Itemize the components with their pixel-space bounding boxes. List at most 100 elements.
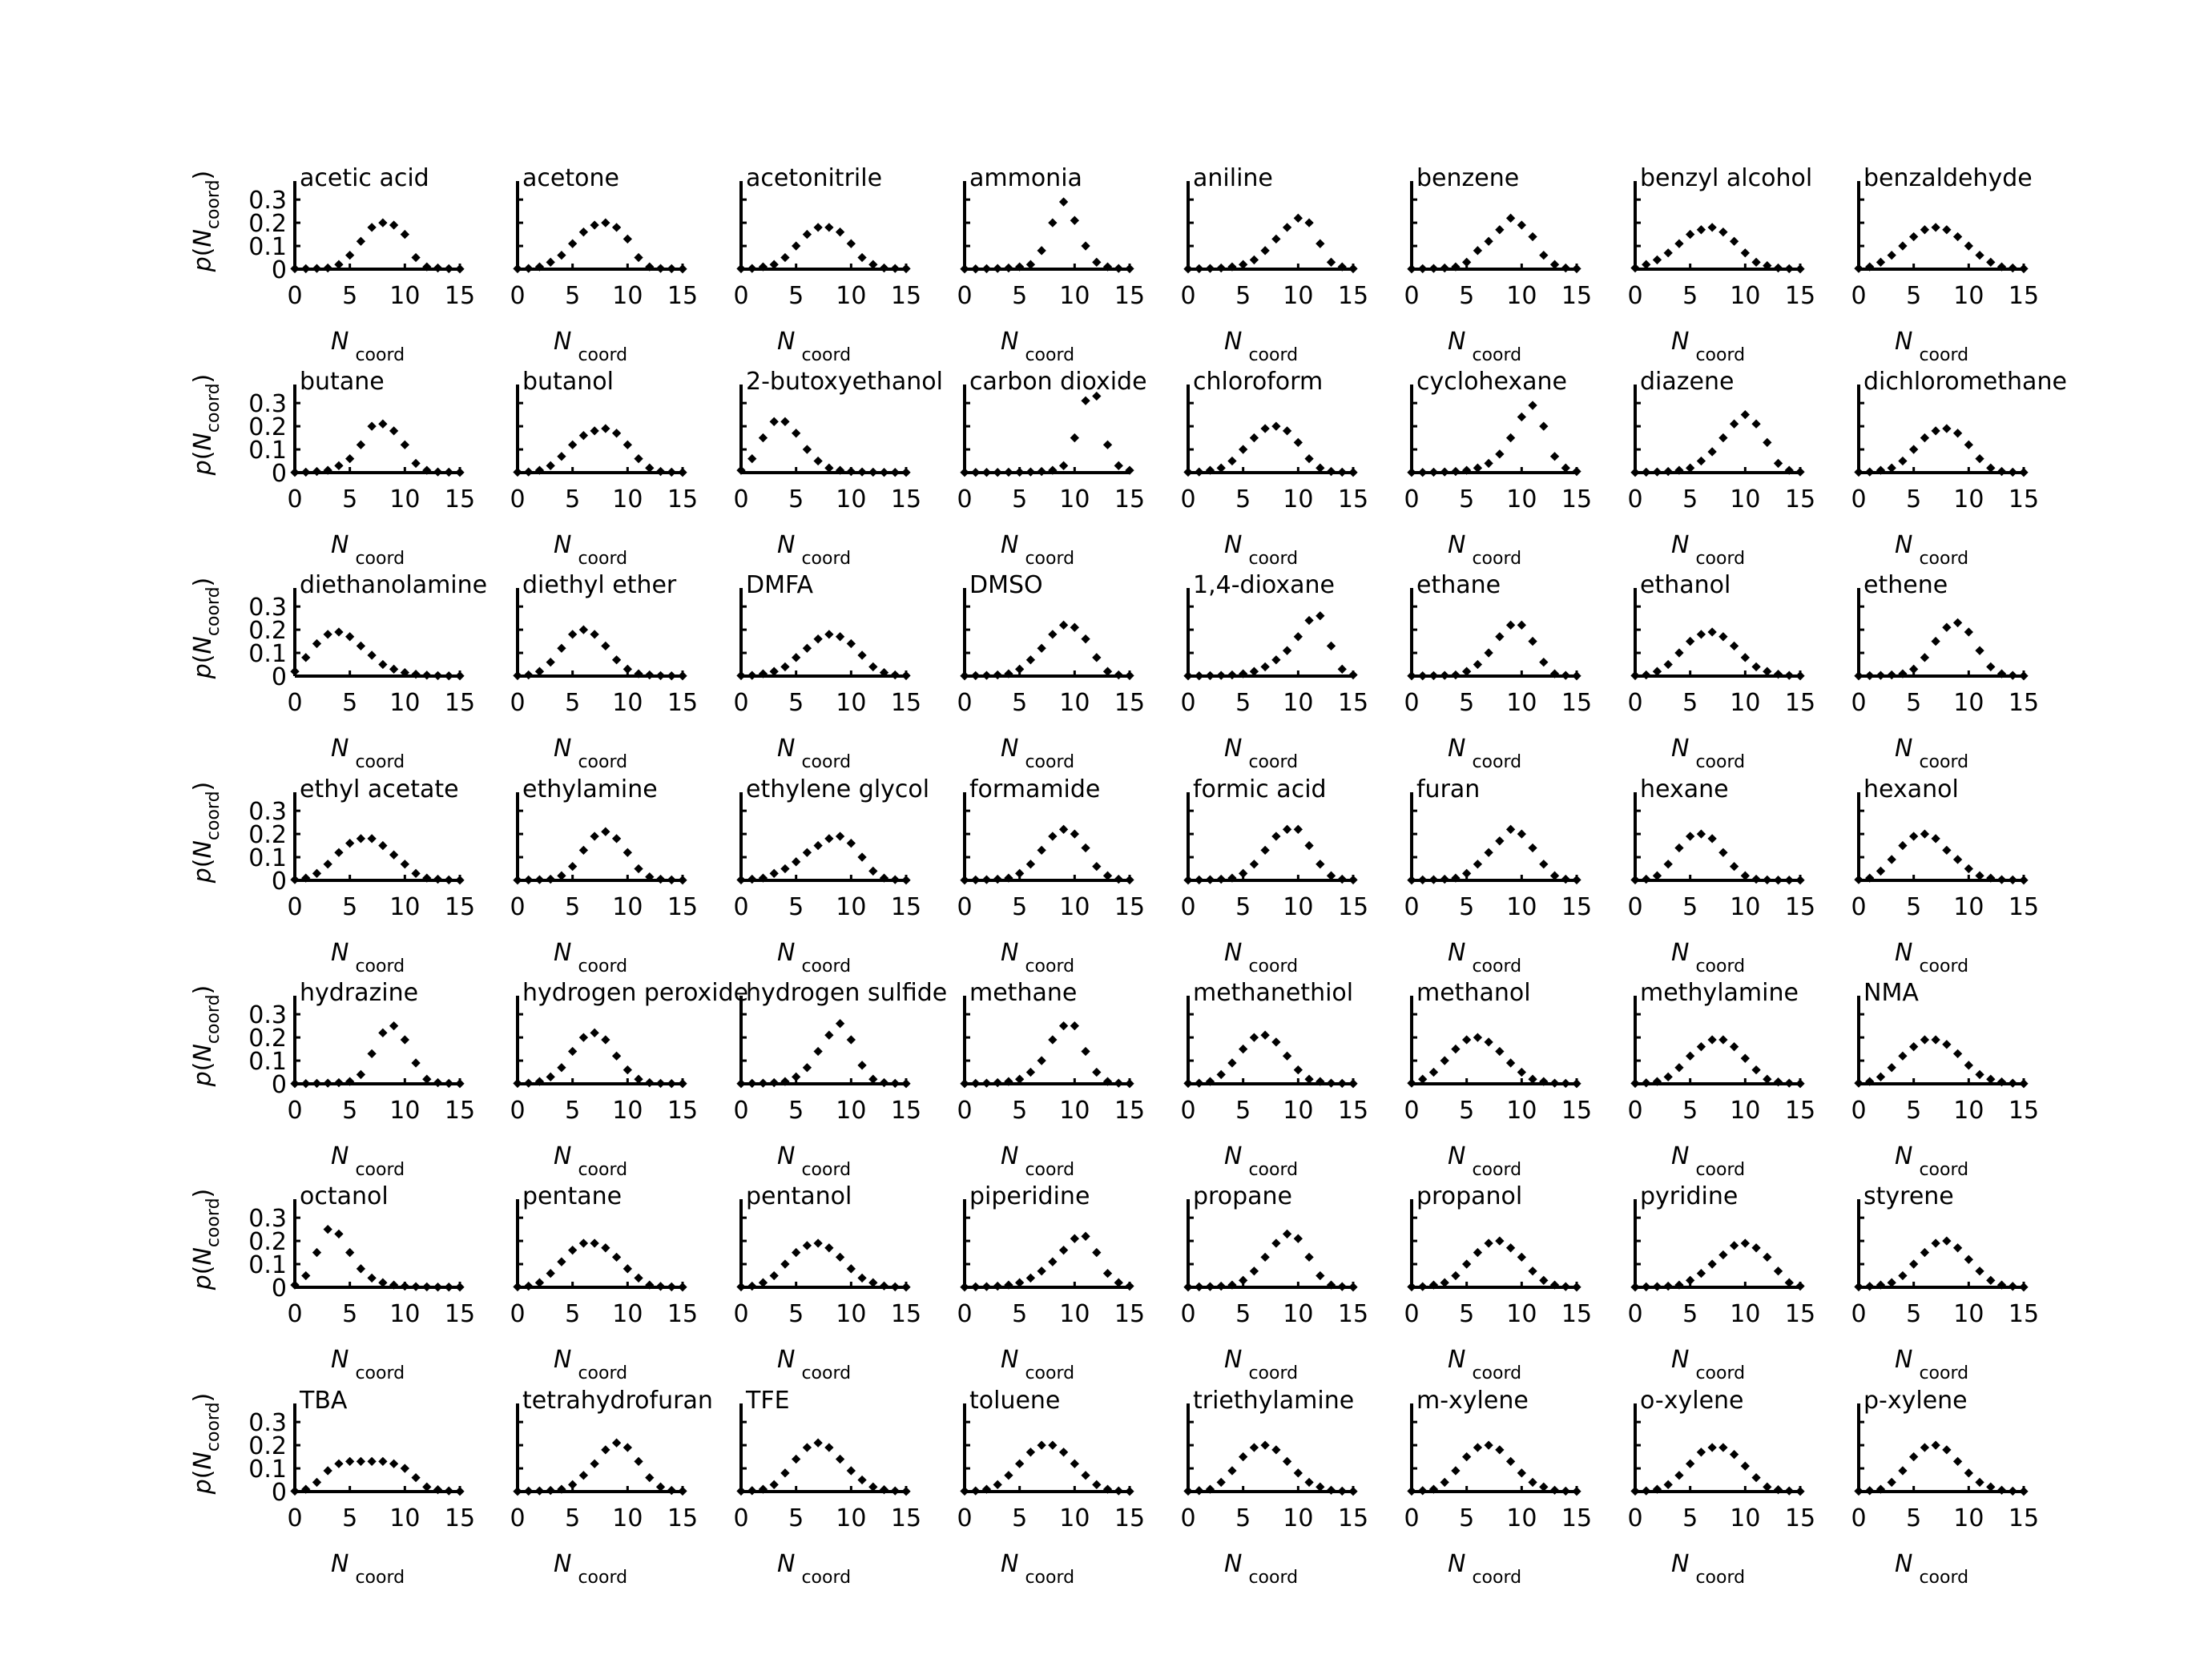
x-tick-label: 15 — [1338, 1097, 1368, 1125]
data-point — [1795, 876, 1805, 885]
data-point — [960, 468, 969, 477]
y-tick-label: 0 — [272, 460, 287, 488]
data-point — [1428, 264, 1439, 273]
data-point — [2019, 671, 2029, 681]
data-point — [1125, 264, 1134, 274]
data-point — [601, 1035, 610, 1045]
data-point — [1663, 466, 1673, 477]
data-point — [971, 1078, 981, 1089]
data-point — [1686, 1051, 1695, 1061]
data-point — [981, 264, 992, 274]
data-point — [601, 827, 610, 836]
data-point — [769, 868, 779, 878]
data-point — [1102, 262, 1113, 272]
data-point — [802, 229, 812, 240]
data-point — [411, 1058, 421, 1068]
y-axis-label: p(Ncoord) — [189, 1189, 224, 1291]
data-point — [1114, 874, 1123, 884]
data-point — [1964, 1061, 1973, 1070]
panel-carbon-dioxide: 0 5 10 15 carbon dioxide N coord — [957, 368, 1146, 569]
data-point — [901, 1487, 911, 1496]
panel-formamide: 0 5 10 15 formamide N coord — [957, 775, 1145, 976]
data-point — [1249, 1033, 1259, 1042]
y-tick-label: 0.2 — [248, 821, 287, 849]
data-point — [411, 868, 421, 878]
data-point — [747, 1078, 757, 1089]
data-point — [1572, 1283, 1581, 1292]
data-point — [1876, 1280, 1886, 1290]
data-point — [634, 1456, 643, 1467]
data-point — [1125, 875, 1134, 885]
data-point — [1686, 229, 1695, 240]
data-point — [1260, 1440, 1270, 1450]
panel-title: styrene — [1863, 1182, 1954, 1210]
data-point — [747, 1281, 757, 1291]
data-point — [1517, 220, 1526, 230]
data-point — [1865, 1282, 1875, 1291]
data-point — [655, 670, 666, 681]
data-point — [1070, 829, 1079, 839]
data-point — [1784, 876, 1794, 885]
data-point — [1630, 875, 1640, 885]
data-point — [1004, 1280, 1013, 1290]
data-point — [1304, 1074, 1314, 1084]
data-point — [1451, 262, 1461, 272]
data-point — [813, 223, 823, 232]
x-tick-label: 15 — [445, 1300, 475, 1328]
data-point — [1407, 671, 1416, 681]
data-point — [1195, 671, 1204, 681]
x-tick-label: 15 — [1338, 485, 1368, 513]
data-point — [1517, 1468, 1526, 1478]
data-point — [1216, 1069, 1226, 1080]
data-point — [623, 1264, 632, 1274]
data-point — [1751, 1472, 1761, 1483]
data-point — [1784, 465, 1794, 475]
data-point — [1326, 466, 1336, 477]
data-point — [534, 262, 545, 272]
data-point — [1271, 421, 1281, 431]
x-tick-label: 15 — [1785, 282, 1815, 310]
data-point — [1909, 232, 1919, 242]
data-point — [1975, 1069, 1984, 1080]
data-point — [857, 1061, 867, 1070]
data-point — [455, 468, 465, 477]
data-point — [824, 223, 834, 232]
data-point — [1729, 236, 1739, 246]
data-point — [1125, 670, 1134, 681]
x-tick-label: 0 — [510, 893, 525, 921]
data-point — [971, 1282, 981, 1292]
data-point — [1348, 468, 1358, 477]
data-point — [623, 234, 632, 244]
data-point — [1920, 1247, 1930, 1258]
panel-ethene: 0 5 10 15 ethene N coord — [1851, 571, 2039, 772]
data-point — [879, 1485, 889, 1495]
x-tick-label: 10 — [1283, 485, 1313, 513]
data-point — [960, 876, 969, 885]
x-tick-label: 0 — [1180, 485, 1195, 513]
data-point — [846, 239, 856, 248]
data-point — [824, 834, 834, 844]
panel-methanol: 0 5 10 15 methanol N coord — [1404, 979, 1592, 1180]
data-point — [1473, 1033, 1483, 1042]
x-tick-label: 10 — [836, 282, 866, 310]
data-point — [1326, 641, 1336, 651]
x-tick-label: 5 — [1682, 893, 1698, 921]
x-tick-label: 15 — [1561, 1097, 1592, 1125]
data-point — [1964, 1468, 1973, 1478]
x-tick-label: 5 — [1906, 1097, 1921, 1125]
x-tick-label: 0 — [957, 689, 972, 717]
data-point — [1986, 463, 1996, 473]
data-point — [846, 466, 856, 477]
data-point — [1505, 824, 1516, 834]
panel-title: hydrogen sulfide — [746, 979, 947, 1007]
data-point — [513, 670, 522, 681]
data-point — [634, 1273, 643, 1283]
x-tick-label: 15 — [891, 1300, 921, 1328]
data-point — [356, 641, 366, 651]
data-point — [1037, 466, 1046, 477]
x-tick-label: 0 — [957, 1504, 972, 1532]
data-point — [835, 832, 845, 841]
data-point — [568, 239, 578, 248]
data-point — [1282, 1051, 1292, 1061]
